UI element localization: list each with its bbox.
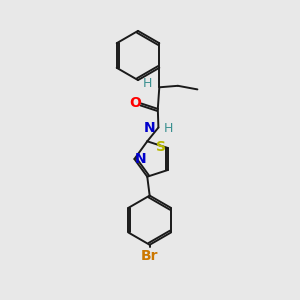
Text: H: H xyxy=(163,122,173,135)
Text: N: N xyxy=(135,152,147,166)
Text: N: N xyxy=(144,121,156,135)
Text: O: O xyxy=(129,96,141,110)
Text: Br: Br xyxy=(141,249,158,263)
Text: H: H xyxy=(143,77,153,90)
Text: S: S xyxy=(157,140,166,154)
